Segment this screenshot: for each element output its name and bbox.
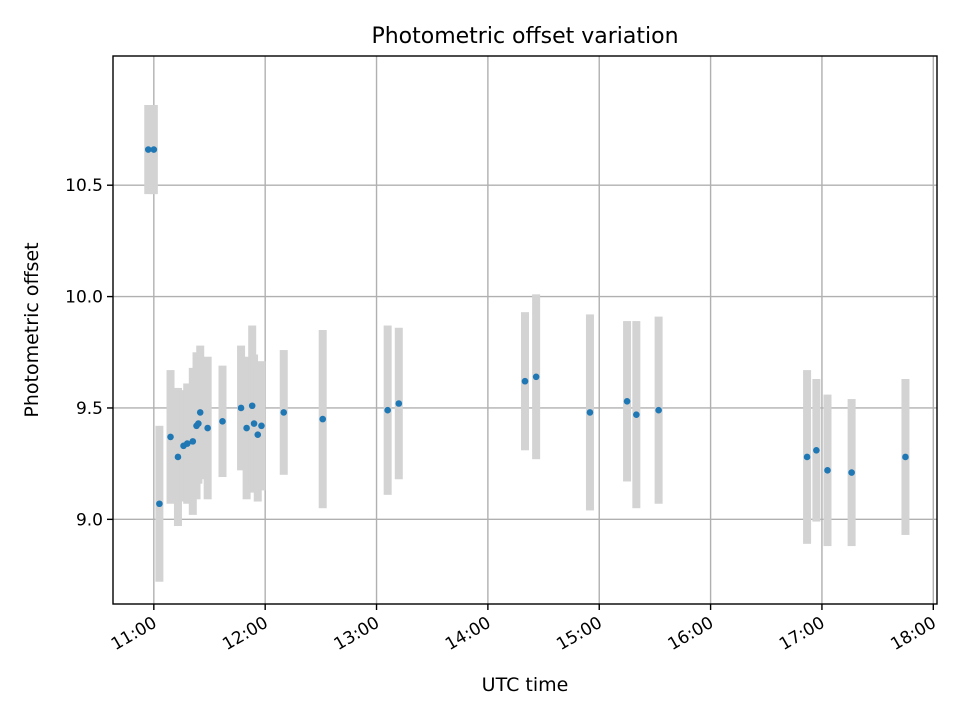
data-point [280,409,288,416]
data-point [167,433,174,441]
data-point [384,406,391,414]
data-point [183,440,191,447]
data-point [254,431,262,438]
x-axis-label: UTC time [482,674,569,696]
data-point [250,420,258,427]
y-tick-label: 10.0 [65,288,103,308]
data-point [532,373,540,381]
data-point [633,411,640,418]
y-tick-label: 10.5 [65,176,103,196]
data-point [655,406,662,414]
grid-layer [113,56,937,604]
data-point [144,146,152,153]
data-point [237,404,245,412]
data-point [813,446,820,454]
chart-title: Photometric offset variation [371,24,678,49]
y-tick-label: 9.0 [76,510,103,530]
data-point [902,453,909,461]
plot-frame [112,55,938,605]
data-point [586,409,594,416]
data-point [195,420,202,427]
data-point [395,400,403,407]
data-point [803,453,811,461]
data-point [204,424,211,432]
data-point [258,422,265,430]
data-point [189,438,197,445]
data-point [243,424,250,432]
data-point [319,415,327,423]
data-point [150,146,158,153]
y-axis-label: Photometric offset [21,242,43,417]
point-layer [144,146,909,508]
data-point [521,377,529,385]
data-point [196,409,204,416]
data-point [219,418,226,425]
data-point [848,469,855,476]
data-point [174,453,182,461]
y-tick-label: 9.5 [76,399,103,419]
data-point [248,402,256,410]
data-point [623,397,631,405]
data-point [156,500,163,508]
data-point [824,467,831,474]
